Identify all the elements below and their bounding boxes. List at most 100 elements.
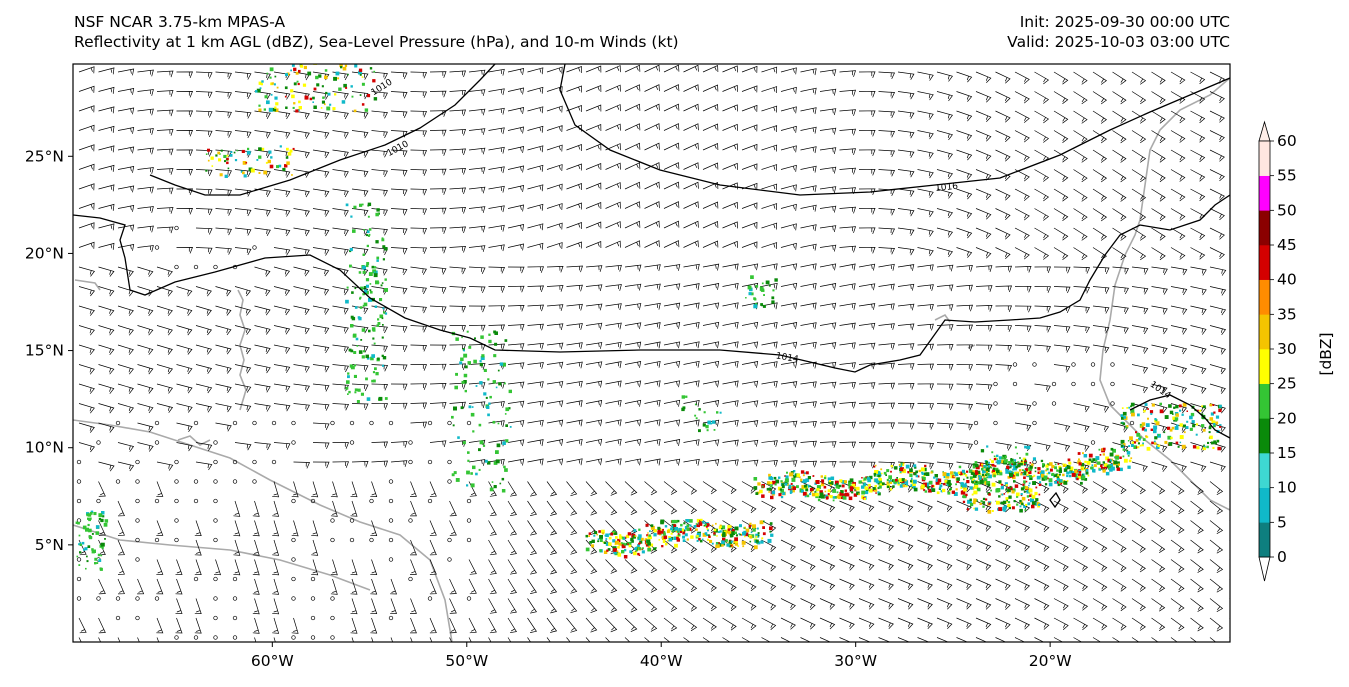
wind-barb [273, 169, 291, 178]
reflectivity-pixel [263, 170, 268, 175]
wind-barb [663, 481, 678, 495]
wind-barb [663, 419, 681, 427]
reflectivity-pixel [1019, 457, 1021, 459]
reflectivity-pixel [1147, 408, 1149, 410]
wind-barb [995, 578, 1011, 591]
wind-barb [624, 103, 641, 112]
reflectivity-pixel [375, 372, 379, 376]
wind-barb [332, 227, 349, 237]
reflectivity-pixel [696, 539, 699, 542]
wind-barb [117, 185, 135, 193]
reflectivity-pixel [1007, 491, 1009, 494]
wind-barb [468, 206, 486, 213]
wind-barb [975, 520, 992, 532]
calm-wind-circle [1090, 381, 1096, 387]
wind-barb [1190, 578, 1204, 593]
wind-barb [507, 559, 517, 575]
reflectivity-pixel [1109, 452, 1114, 457]
wind-barb [156, 344, 173, 355]
wind-barb [800, 520, 816, 532]
reflectivity-pixel [999, 472, 1003, 476]
reflectivity-pixel [913, 472, 917, 476]
wind-barb [449, 305, 467, 313]
wind-barb [1073, 247, 1088, 261]
reflectivity-pixel [827, 477, 831, 481]
wind-barb [1053, 91, 1069, 104]
wind-barb [1170, 169, 1186, 182]
reflectivity-pixel [849, 478, 854, 483]
wind-barb [936, 617, 953, 629]
wind-barb [917, 539, 933, 551]
reflectivity-pixel [728, 540, 733, 544]
reflectivity-pixel [721, 525, 726, 530]
wind-barb [1131, 637, 1140, 642]
wind-barb [311, 481, 319, 498]
reflectivity-pixel [1168, 404, 1172, 408]
wind-barb [156, 226, 174, 234]
wind-barb [175, 598, 183, 614]
wind-barb [1073, 442, 1090, 452]
wind-barb [585, 419, 603, 427]
reflectivity-pixel [631, 540, 634, 543]
wind-barb [956, 442, 973, 451]
reflectivity-pixel [1159, 409, 1164, 414]
reflectivity-pixel [350, 315, 354, 319]
wind-barb [215, 364, 232, 374]
reflectivity-pixel [834, 496, 838, 499]
reflectivity-pixel [774, 483, 777, 486]
reflectivity-pixel [707, 529, 709, 532]
wind-barb [1151, 149, 1166, 163]
reflectivity-pixel [923, 467, 927, 472]
reflectivity-pixel [892, 485, 895, 488]
calm-wind-circle [1032, 420, 1037, 426]
wind-barb [1053, 364, 1071, 373]
reflectivity-pixel [606, 549, 609, 552]
wind-barb [1131, 227, 1147, 241]
wind-barb [585, 361, 603, 369]
colorbar-tick-label: 60 [1277, 132, 1297, 150]
reflectivity-pixel [599, 538, 603, 542]
reflectivity-pixel [977, 472, 982, 477]
wind-barb [780, 86, 797, 94]
reflectivity-pixel [647, 535, 652, 540]
reflectivity-pixel [949, 488, 951, 491]
reflectivity-pixel [467, 459, 470, 462]
wind-barb [1034, 637, 1045, 642]
wind-barb [215, 227, 232, 236]
wind-barb [98, 305, 115, 316]
wind-barb [468, 459, 486, 466]
wind-barb [175, 578, 183, 595]
reflectivity-pixel [340, 66, 343, 69]
wind-barb [527, 67, 544, 75]
reflectivity-pixel [1219, 404, 1222, 408]
wind-barb [605, 284, 622, 291]
lon-tick-label: 30°W [834, 652, 877, 670]
wind-barb [215, 130, 232, 138]
wind-barb [215, 305, 232, 316]
wind-barb [1190, 227, 1206, 241]
reflectivity-pixel [227, 167, 230, 170]
reflectivity-pixel [985, 460, 989, 464]
reflectivity-pixel [371, 265, 375, 269]
reflectivity-pixel [488, 339, 492, 344]
wind-barb [546, 125, 563, 133]
reflectivity-pixel [243, 174, 247, 178]
wind-barb [644, 84, 660, 92]
wind-barb [1229, 442, 1230, 444]
wind-barb [956, 247, 973, 258]
reflectivity-pixel [909, 473, 913, 477]
wind-barb [878, 263, 895, 271]
reflectivity-pixel [1002, 506, 1007, 511]
wind-barb [546, 598, 558, 614]
wind-barb [215, 383, 232, 393]
reflectivity-pixel [800, 478, 803, 481]
wind-barb [897, 617, 914, 629]
reflectivity-pixel [638, 528, 641, 531]
wind-barb [1229, 422, 1230, 424]
reflectivity-pixel [370, 291, 373, 294]
reflectivity-pixel [265, 161, 268, 164]
wind-barb [1209, 500, 1224, 515]
reflectivity-pixel [741, 540, 746, 545]
reflectivity-pixel [1131, 444, 1134, 447]
reflectivity-pixel [855, 486, 860, 491]
